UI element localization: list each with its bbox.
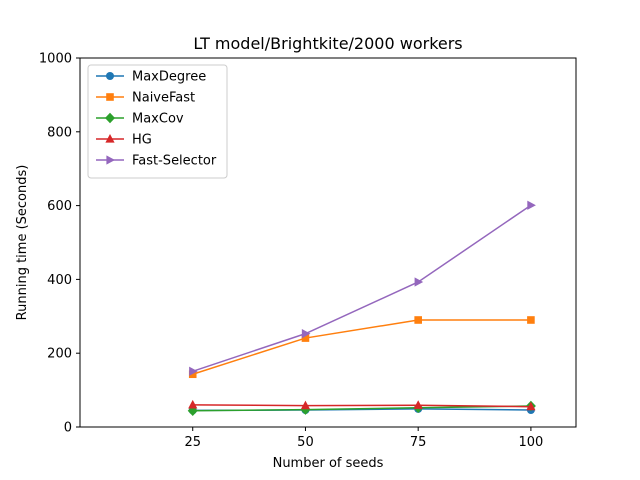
legend-marker <box>106 155 115 165</box>
legend-item: MaxDegree <box>96 70 206 85</box>
legend-box <box>87 64 228 179</box>
x-axis-label: Number of seeds <box>273 456 384 471</box>
x-tick-label: 75 <box>410 435 427 450</box>
y-tick-label: 600 <box>47 199 72 214</box>
legend-label: MaxDegree <box>132 70 206 85</box>
series-line <box>192 404 531 408</box>
legend-label: MaxCov <box>132 112 184 127</box>
legend-item: MaxCov <box>96 112 184 127</box>
data-point <box>188 370 197 379</box>
legend-label: NaiveFast <box>132 91 195 106</box>
data-point <box>527 200 536 210</box>
legend-item: Fast-Selector <box>96 154 217 169</box>
data-point <box>189 366 198 376</box>
x-tick-label: 25 <box>184 435 201 450</box>
data-point <box>526 401 536 411</box>
legend-marker <box>105 112 115 124</box>
series-line <box>192 319 531 375</box>
data-point <box>301 334 310 342</box>
x-tick-label: 100 <box>518 435 543 450</box>
series-hg <box>188 399 536 411</box>
data-point <box>300 400 311 410</box>
legend-label: HG <box>132 133 152 148</box>
y-tick-label: 400 <box>47 273 72 288</box>
series-fast-selector <box>189 200 536 376</box>
y-axis-label: Running time (Seconds) <box>15 165 30 321</box>
legend-item: NaiveFast <box>96 91 195 106</box>
legend-item: HG <box>96 133 152 148</box>
y-tick-label: 200 <box>47 347 72 362</box>
data-point <box>413 400 423 409</box>
y-tick-label: 0 <box>64 421 72 436</box>
legend-marker <box>106 72 114 80</box>
data-point <box>188 399 198 409</box>
legend-marker <box>105 134 115 143</box>
legend-marker <box>106 93 114 101</box>
legend-label: Fast-Selector <box>132 154 217 169</box>
plot-area <box>187 200 536 416</box>
series-line <box>192 204 532 372</box>
chart-title: LT model/Brightkite/2000 workers <box>193 34 462 53</box>
y-tick-label: 1000 <box>39 52 72 67</box>
axes-frame <box>79 57 577 428</box>
x-tick-label: 50 <box>297 435 314 450</box>
y-tick-label: 800 <box>47 125 72 140</box>
series-naivefast <box>188 316 535 379</box>
legend: MaxDegree NaiveFast MaxCov HG Fast-Selector <box>87 64 228 179</box>
data-point <box>527 316 535 324</box>
data-point <box>414 316 422 324</box>
data-point <box>414 277 424 287</box>
series-line <box>192 405 531 412</box>
data-point <box>301 329 311 339</box>
